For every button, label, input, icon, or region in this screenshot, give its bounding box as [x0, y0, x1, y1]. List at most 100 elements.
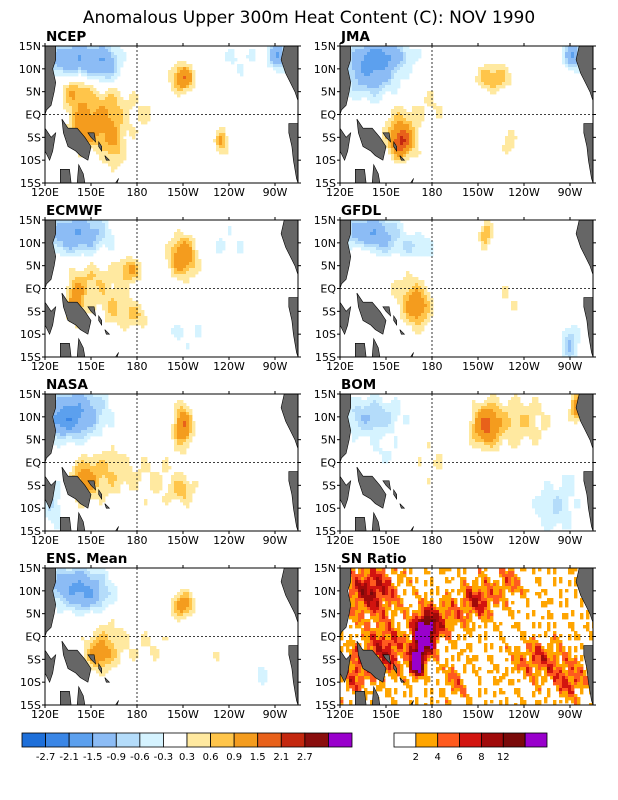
field-cell — [117, 283, 121, 287]
field-cell — [499, 430, 503, 434]
field-cell — [490, 430, 494, 434]
field-cell — [475, 421, 479, 425]
field-cell — [78, 418, 82, 422]
field-cell — [403, 157, 407, 161]
field-cell — [400, 58, 404, 62]
field-cell — [385, 139, 389, 143]
field-cell — [358, 91, 362, 95]
field-cell — [216, 250, 220, 254]
field-cell — [358, 421, 362, 425]
field-cell — [478, 433, 482, 437]
field-cell — [189, 85, 193, 89]
field-cell — [189, 427, 193, 431]
field-cell — [273, 61, 277, 65]
field-cell — [117, 460, 121, 464]
field-cell — [231, 52, 235, 56]
field-cell — [66, 67, 70, 71]
field-cell — [120, 307, 124, 311]
field-cell — [78, 91, 82, 95]
field-cell — [192, 259, 196, 263]
field-cell — [69, 283, 73, 287]
field-cell — [565, 328, 569, 332]
field-cell — [90, 397, 94, 401]
y-tick-label: 10N — [314, 237, 336, 250]
field-cell — [186, 406, 190, 410]
field-cell — [84, 64, 88, 68]
field-cell — [421, 250, 425, 254]
field-cell — [75, 244, 79, 248]
field-cell — [370, 52, 374, 56]
field-cell — [171, 484, 175, 488]
field-cell — [418, 289, 422, 293]
field-cell — [117, 67, 121, 71]
field-cell — [397, 250, 401, 254]
field-cell — [120, 292, 124, 296]
field-cell — [499, 415, 503, 419]
field-cell — [78, 118, 82, 122]
land — [87, 480, 97, 491]
field-cell — [373, 55, 377, 59]
field-cell — [412, 55, 416, 59]
field-cell — [436, 112, 440, 116]
field-cell — [538, 406, 542, 410]
field-cell — [54, 241, 58, 245]
field-cell — [144, 457, 148, 461]
field-cell — [96, 67, 100, 71]
field-cell — [81, 304, 85, 308]
field-cell — [373, 418, 377, 422]
field-cell — [412, 109, 416, 113]
field-cell — [102, 490, 106, 494]
field-cell — [129, 274, 133, 278]
field-cell — [111, 139, 115, 143]
field-cell — [78, 64, 82, 68]
field-cell — [81, 238, 85, 242]
field-cell — [105, 232, 109, 236]
field-cell — [484, 67, 488, 71]
field-cell — [99, 481, 103, 485]
field-cell — [198, 328, 202, 332]
field-cell — [114, 301, 118, 305]
field-cell — [84, 253, 88, 257]
field-cell — [195, 253, 199, 257]
field-cell — [279, 70, 283, 74]
field-cell — [484, 403, 488, 407]
field-cell — [72, 283, 76, 287]
field-cell — [84, 232, 88, 236]
field-cell — [177, 61, 181, 65]
panels: 120E 150E 180 150W 120W 90W15N10N5NEQ5S10S15S… — [19, 29, 596, 721]
field-cell — [475, 76, 479, 80]
field-cell — [409, 133, 413, 137]
field-cell — [153, 478, 157, 482]
field-cell — [367, 400, 371, 404]
field-cell — [78, 223, 82, 227]
field-cell — [87, 91, 91, 95]
field-cell — [222, 139, 226, 143]
field-cell — [168, 496, 172, 500]
field-cell — [436, 106, 440, 110]
field-cell — [574, 61, 578, 65]
field-cell — [391, 88, 395, 92]
field-cell — [60, 424, 64, 428]
field-cell — [358, 397, 362, 401]
field-cell — [562, 340, 566, 344]
field-cell — [180, 241, 184, 245]
field-cell — [276, 49, 280, 53]
field-cell — [144, 499, 148, 503]
field-cell — [60, 253, 64, 257]
field-cell — [96, 118, 100, 122]
field-cell — [72, 241, 76, 245]
field-cell — [141, 118, 145, 122]
field-cell — [78, 469, 82, 473]
field-cell — [469, 436, 473, 440]
field-cell — [78, 46, 82, 50]
y-tick-label: 5N — [26, 434, 41, 447]
field-cell — [409, 295, 413, 299]
field-cell — [222, 133, 226, 137]
field-cell — [78, 67, 82, 71]
field-cell — [75, 499, 79, 503]
field-cell — [126, 460, 130, 464]
field-cell — [81, 106, 85, 110]
field-cell — [57, 421, 61, 425]
field-cell — [388, 130, 392, 134]
field-cell — [78, 403, 82, 407]
